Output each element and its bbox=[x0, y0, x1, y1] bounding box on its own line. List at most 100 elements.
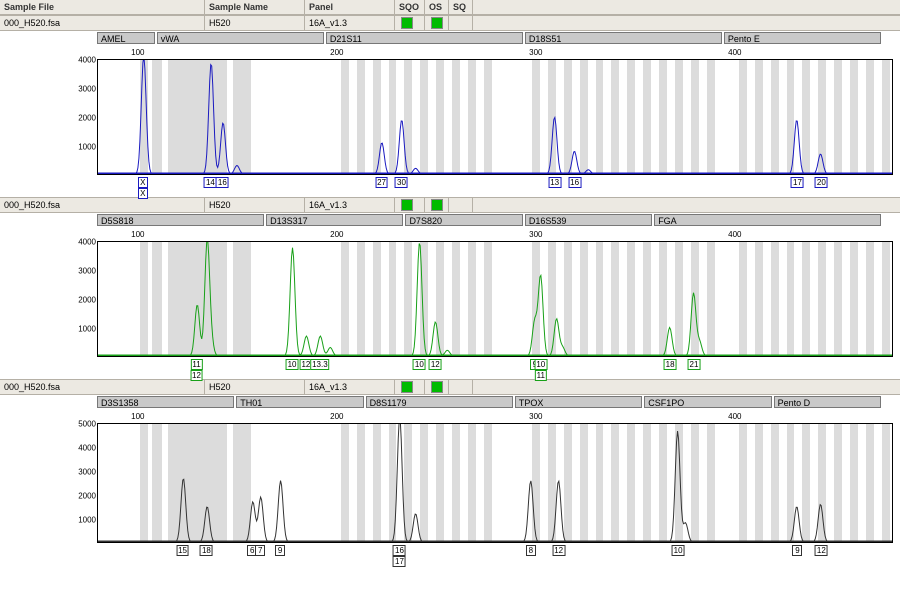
x-tick: 100 bbox=[131, 412, 144, 421]
quality-indicator bbox=[401, 17, 413, 29]
plot-area: 1000200030004000100200300400 bbox=[97, 59, 893, 175]
sample-cell: H520 bbox=[205, 16, 305, 30]
sample-cell: 000_H520.fsa bbox=[0, 198, 205, 212]
plot-area: 10002000300040005000100200300400 bbox=[97, 423, 893, 543]
locus-label: D5S818 bbox=[97, 214, 264, 226]
quality-indicator bbox=[431, 199, 443, 211]
quality-indicator bbox=[431, 17, 443, 29]
locus-label: vWA bbox=[157, 32, 324, 44]
x-tick: 200 bbox=[330, 48, 343, 57]
y-tick: 3000 bbox=[78, 468, 96, 477]
y-tick: 4000 bbox=[78, 56, 96, 65]
allele-label: 16 bbox=[393, 545, 406, 556]
allele-label: 11 bbox=[190, 359, 202, 370]
x-tick: 300 bbox=[529, 412, 542, 421]
allele-label: 17 bbox=[791, 177, 804, 188]
locus-label: D8S1179 bbox=[366, 396, 513, 408]
allele-label: 10 bbox=[672, 545, 685, 556]
sample-cell: 000_H520.fsa bbox=[0, 16, 205, 30]
y-tick: 2000 bbox=[78, 492, 96, 501]
x-tick: 100 bbox=[131, 48, 144, 57]
x-tick: 400 bbox=[728, 412, 741, 421]
allele-label: 27 bbox=[375, 177, 388, 188]
allele-label: 12 bbox=[190, 370, 203, 381]
y-tick: 2000 bbox=[78, 114, 96, 123]
locus-row: D3S1358TH01D8S1179TPOXCSF1POPento D bbox=[0, 395, 900, 409]
locus-label: D18S51 bbox=[525, 32, 722, 44]
allele-label: 21 bbox=[688, 359, 701, 370]
allele-label: 18 bbox=[200, 545, 213, 556]
allele-label: 15 bbox=[176, 545, 189, 556]
locus-label: D7S820 bbox=[405, 214, 522, 226]
sample-cell bbox=[395, 198, 425, 212]
locus-row: D5S818D13S317D7S820D16S539FGA bbox=[0, 213, 900, 227]
sample-cell: H520 bbox=[205, 198, 305, 212]
y-tick: 5000 bbox=[78, 420, 96, 429]
sample-cell bbox=[425, 198, 449, 212]
viewport: { "dimensions":{"w":900,"h":597}, "heade… bbox=[0, 0, 900, 597]
locus-label: D16S539 bbox=[525, 214, 652, 226]
trace-svg bbox=[98, 424, 892, 542]
locus-row: AMELvWAD21S11D18S51Pento E bbox=[0, 31, 900, 45]
y-tick: 1000 bbox=[78, 516, 96, 525]
allele-label: 16 bbox=[216, 177, 229, 188]
locus-label: D21S11 bbox=[326, 32, 523, 44]
sample-cell bbox=[449, 16, 473, 30]
col-header: OS bbox=[425, 0, 449, 14]
quality-indicator bbox=[401, 381, 413, 393]
x-tick: 400 bbox=[728, 48, 741, 57]
allele-label: 12 bbox=[552, 545, 565, 556]
plot-area: 1000200030004000100200300400 bbox=[97, 241, 893, 357]
locus-label: D3S1358 bbox=[97, 396, 234, 408]
y-tick: 4000 bbox=[78, 444, 96, 453]
col-header: SQO bbox=[395, 0, 425, 14]
electropherogram-panel: 000_H520.fsaH52016A_v1.3AMELvWAD21S11D18… bbox=[0, 15, 900, 197]
sample-cell bbox=[395, 16, 425, 30]
sample-cell bbox=[395, 380, 425, 394]
allele-label: 8 bbox=[526, 545, 536, 556]
locus-label: D13S317 bbox=[266, 214, 403, 226]
allele-label: 16 bbox=[568, 177, 581, 188]
locus-label: AMEL bbox=[97, 32, 155, 44]
trace-svg bbox=[98, 60, 892, 174]
allele-label: 7 bbox=[255, 545, 265, 556]
locus-label: Pento E bbox=[724, 32, 881, 44]
sample-cell: 16A_v1.3 bbox=[305, 380, 395, 394]
allele-label: X bbox=[138, 188, 148, 199]
y-tick: 1000 bbox=[78, 143, 96, 152]
y-tick: 4000 bbox=[78, 238, 96, 247]
allele-label: 30 bbox=[395, 177, 408, 188]
sample-cell bbox=[425, 380, 449, 394]
electropherogram-panel: 000_H520.fsaH52016A_v1.3D5S818D13S317D7S… bbox=[0, 197, 900, 379]
allele-label: 12 bbox=[429, 359, 442, 370]
sample-cell bbox=[425, 16, 449, 30]
col-header: Sample File bbox=[0, 0, 205, 14]
locus-label: CSF1PO bbox=[644, 396, 771, 408]
sample-cell bbox=[449, 380, 473, 394]
sample-cell: 16A_v1.3 bbox=[305, 16, 395, 30]
quality-indicator bbox=[431, 381, 443, 393]
x-tick: 200 bbox=[330, 230, 343, 239]
sample-cell: 000_H520.fsa bbox=[0, 380, 205, 394]
column-header: Sample FileSample NamePanelSQOOSSQ bbox=[0, 0, 900, 15]
allele-label: 18 bbox=[664, 359, 677, 370]
y-tick: 3000 bbox=[78, 85, 96, 94]
sample-cell: H520 bbox=[205, 380, 305, 394]
allele-label: 13 bbox=[548, 177, 561, 188]
col-header: Panel bbox=[305, 0, 395, 14]
locus-label: FGA bbox=[654, 214, 881, 226]
y-tick: 1000 bbox=[78, 325, 96, 334]
allele-label: 10 bbox=[534, 359, 547, 370]
x-tick: 300 bbox=[529, 230, 542, 239]
x-tick: 300 bbox=[529, 48, 542, 57]
locus-label: Pento D bbox=[774, 396, 881, 408]
locus-label: TH01 bbox=[236, 396, 363, 408]
y-tick: 2000 bbox=[78, 296, 96, 305]
x-tick: 400 bbox=[728, 230, 741, 239]
allele-label: 9 bbox=[275, 545, 285, 556]
electropherogram-panel: 000_H520.fsaH52016A_v1.3D3S1358TH01D8S11… bbox=[0, 379, 900, 569]
x-tick: 200 bbox=[330, 412, 343, 421]
allele-label: 9 bbox=[792, 545, 802, 556]
allele-label: 11 bbox=[535, 370, 547, 381]
x-tick: 100 bbox=[131, 230, 144, 239]
